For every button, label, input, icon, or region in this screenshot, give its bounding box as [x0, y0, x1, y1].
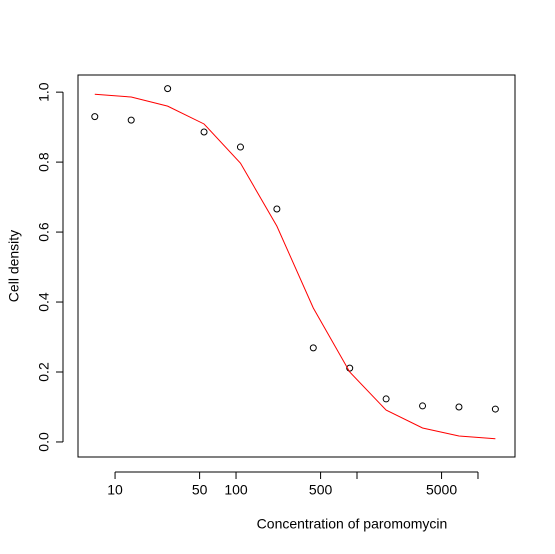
- data-point: [309, 344, 317, 352]
- x-tick-label: 10: [107, 482, 123, 498]
- y-tick-label: 0.0: [36, 432, 52, 452]
- data-point: [273, 205, 281, 213]
- data-point: [455, 403, 463, 411]
- x-tick-label: 500: [309, 482, 333, 498]
- y-tick-label: 0.8: [36, 152, 52, 172]
- fit-line: [94, 93, 496, 440]
- x-tick-label: 50: [192, 482, 208, 498]
- y-tick-label: 1.0: [36, 82, 52, 102]
- y-tick-label: 0.6: [36, 222, 52, 242]
- x-tick-label: 100: [224, 482, 248, 498]
- y-tick-label: 0.4: [36, 292, 52, 312]
- plot-box: [77, 74, 516, 458]
- data-point: [127, 116, 135, 124]
- data-point: [382, 395, 390, 403]
- data-point: [200, 128, 208, 136]
- data-point: [491, 405, 499, 413]
- x-axis-label: Concentration of paromomycin: [257, 516, 448, 532]
- data-point: [164, 85, 172, 93]
- data-point: [419, 402, 427, 410]
- x-tick-label: 5000: [426, 482, 457, 498]
- data-point: [236, 143, 244, 151]
- data-point: [91, 113, 99, 121]
- y-tick-label: 0.2: [36, 362, 52, 382]
- y-axis-label: Cell density: [6, 230, 22, 302]
